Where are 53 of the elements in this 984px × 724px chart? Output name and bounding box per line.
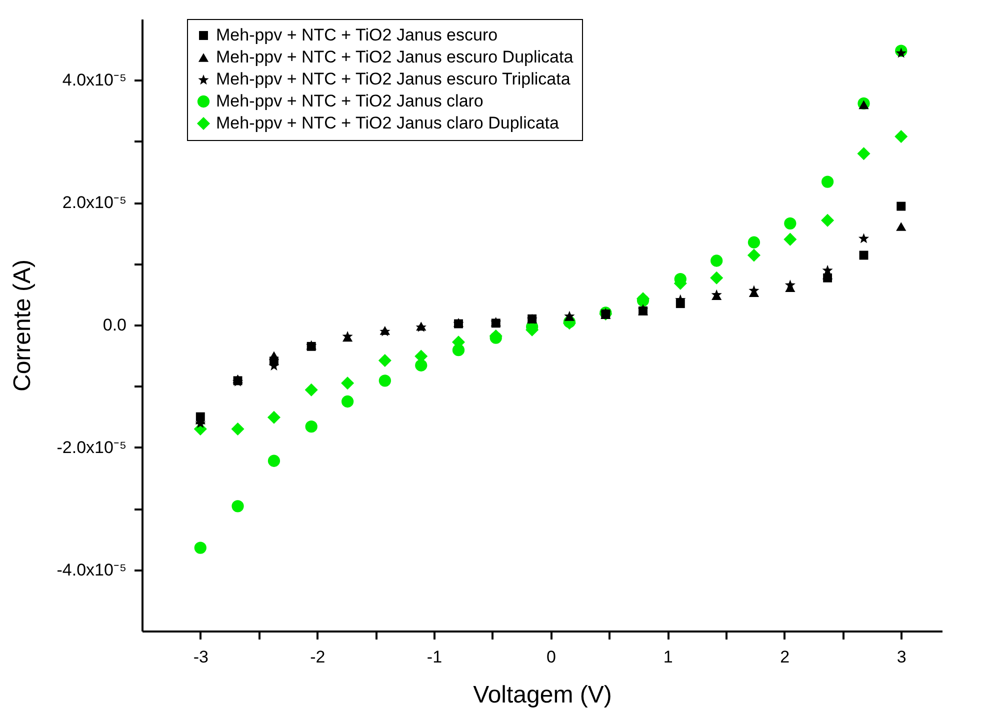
y-tick-label: 0.0 <box>102 316 126 334</box>
point <box>896 222 906 231</box>
point <box>710 271 724 284</box>
point <box>784 232 797 246</box>
point <box>304 383 318 396</box>
legend-label: Meh-ppv + NTC + TiO2 Janus claro Duplicata <box>216 114 560 132</box>
x-tick-label: 2 <box>780 648 790 666</box>
x-tick-label: -1 <box>426 648 442 666</box>
point <box>378 354 392 368</box>
point <box>784 280 796 290</box>
point <box>823 273 832 282</box>
point <box>710 254 723 267</box>
point <box>232 500 244 512</box>
x-tick-label: 3 <box>896 648 906 666</box>
point <box>341 376 354 390</box>
point <box>270 356 278 366</box>
y-tick-label: 2.0x10⁻⁵ <box>62 193 126 212</box>
legend-label: Meh-ppv + NTC + TiO2 Janus escuro Triplicata <box>216 70 571 88</box>
y-axis-title: Corrente (A) <box>8 259 36 392</box>
point <box>784 217 796 230</box>
point <box>821 214 834 227</box>
point <box>896 48 906 58</box>
point <box>821 176 834 188</box>
point <box>748 236 760 248</box>
y-tick-label: -2.0x10⁻⁵ <box>56 438 126 457</box>
legend-label: Meh-ppv + NTC + TiO2 Janus escuro <box>216 26 498 44</box>
point <box>858 100 869 110</box>
point <box>894 130 908 144</box>
legend-label: Meh-ppv + NTC + TiO2 Janus escuro Duplicata <box>216 48 574 66</box>
point <box>896 202 906 211</box>
point <box>822 264 833 275</box>
point <box>859 250 868 260</box>
point <box>378 374 391 387</box>
point <box>858 233 870 244</box>
point <box>196 412 205 422</box>
point <box>747 248 760 262</box>
y-tick-label: -4.0x10⁻⁵ <box>56 560 126 580</box>
y-tick-label: 4.0x10⁻⁵ <box>62 70 126 90</box>
legend-label: Meh-ppv + NTC + TiO2 Janus claro <box>216 92 484 110</box>
point <box>268 454 280 467</box>
point <box>857 147 870 160</box>
point <box>676 299 685 308</box>
point <box>415 359 428 372</box>
point <box>231 422 244 436</box>
x-tick-label: -2 <box>310 648 326 666</box>
point <box>194 542 206 554</box>
x-tick-label: -3 <box>193 648 208 666</box>
x-axis-title: Voltagem (V) <box>473 682 612 708</box>
x-tick-label: 0 <box>546 648 556 666</box>
point <box>305 420 318 433</box>
point <box>341 395 354 408</box>
point <box>267 410 280 424</box>
x-tick-label: 1 <box>663 648 673 666</box>
